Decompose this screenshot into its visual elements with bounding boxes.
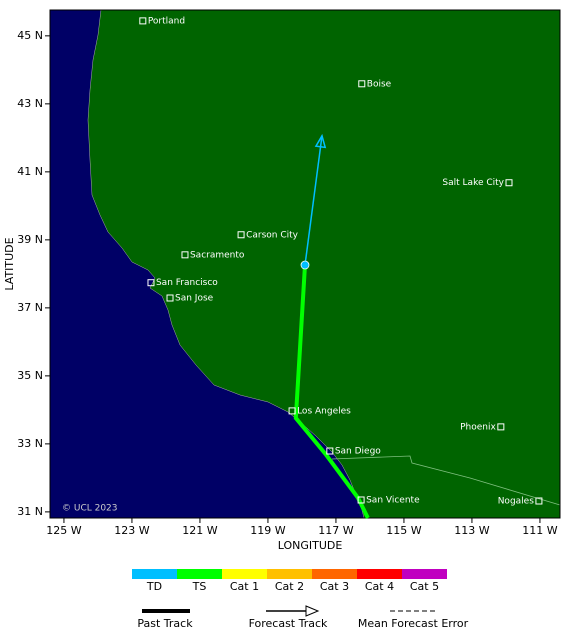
scale-swatch [357,569,402,579]
x-tick-label: 121 W [182,524,217,537]
y-tick-label: 33 N [17,437,43,450]
city-label: Portland [148,16,185,26]
scale-swatch [312,569,357,579]
x-tick-label: 119 W [250,524,285,537]
city-marker [288,407,296,415]
x-tick-label: 123 W [114,524,149,537]
city-marker [181,251,189,259]
city-marker [535,497,543,505]
scale-label: Cat 3 [320,580,349,593]
city-label: Phoenix [460,422,496,432]
city-marker [497,423,505,431]
forecast-arrow [314,133,327,149]
x-tick-label: 117 W [318,524,353,537]
forecast-arrow-sample [305,605,320,617]
border [331,455,561,506]
city-marker [357,496,365,504]
scale-swatch [177,569,222,579]
x-axis-label: LONGITUDE [278,539,343,552]
scale-label: Cat 2 [275,580,304,593]
city-label: San Vicente [366,495,420,505]
scale-label: Cat 5 [410,580,439,593]
city-marker [358,80,366,88]
city-label: San Jose [175,294,214,304]
scale-swatch [402,569,447,579]
city-marker [147,279,155,287]
y-tick-label: 31 N [17,505,43,518]
legend: TD TS Cat 1 Cat 2 Cat 3 Cat 4 Cat 5 [132,569,447,593]
y-tick-label: 35 N [17,369,43,382]
y-tick-label: 39 N [17,233,43,246]
city-label: Carson City [246,230,299,240]
y-tick-label: 45 N [17,29,43,42]
city-label: Nogales [498,496,535,506]
city-label: Los Angeles [297,406,351,416]
scale-label: Cat 1 [230,580,259,593]
map-frame [49,9,561,519]
city-marker [505,179,513,187]
city-label: Sacramento [190,250,245,260]
copyright: © UCL 2023 [62,504,118,514]
land [87,9,561,519]
scale-label: Cat 4 [365,580,394,593]
scale-swatch [222,569,267,579]
y-tick-label: 41 N [17,165,43,178]
x-tick-label: 113 W [454,524,489,537]
legend-label: Forecast Track [249,617,328,630]
city-label: San Francisco [156,278,218,288]
forecast-track [304,135,323,266]
y-tick-label: 43 N [17,97,43,110]
x-tick-label: 111 W [522,524,557,537]
y-tick-label: 37 N [17,301,43,314]
legend-label: Mean Forecast Error [358,617,469,630]
scale-swatch [132,569,177,579]
legend-label: Past Track [137,617,193,630]
past-track [293,264,370,519]
city-label: Salt Lake City [442,178,504,188]
scale-label: TD [146,580,162,593]
city-marker [237,231,245,239]
city-label: Boise [367,79,392,89]
city-marker [166,294,174,302]
city-label: San Diego [335,447,381,457]
scale-label: TS [192,580,207,593]
city-marker [326,447,334,455]
y-axis-label: LATITUDE [3,237,16,290]
current-position [300,260,310,270]
x-tick-label: 125 W [46,524,81,537]
x-tick-label: 115 W [386,524,421,537]
city-marker [139,17,147,25]
scale-swatch [267,569,312,579]
